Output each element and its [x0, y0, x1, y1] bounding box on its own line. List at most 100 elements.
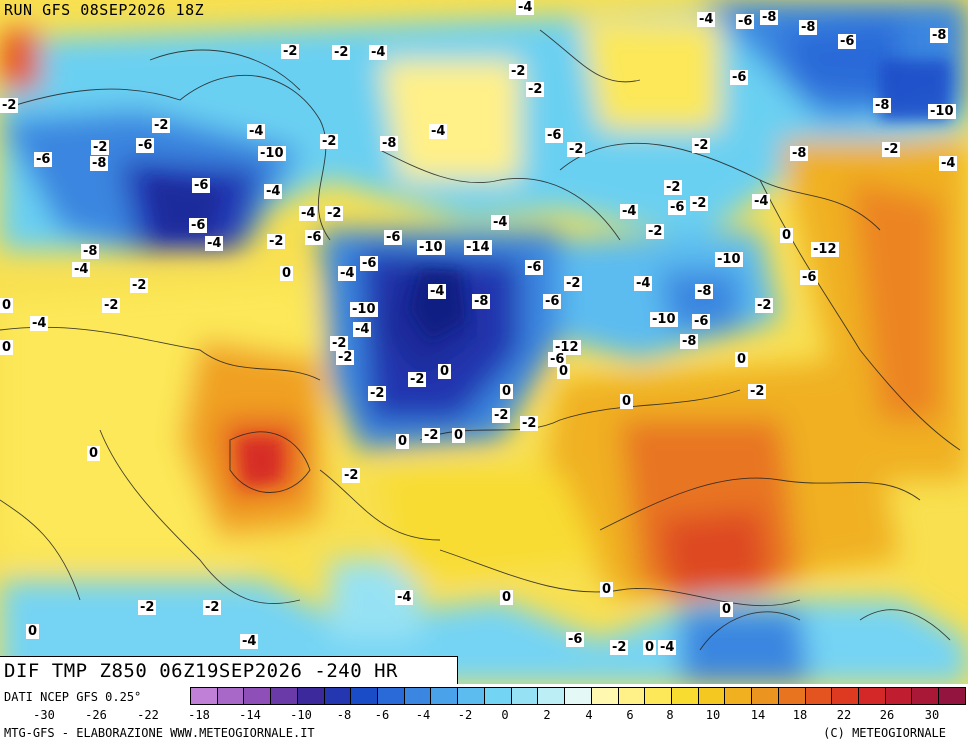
- temperature-anomaly-map[interactable]: -4 -4 -6 -8 -8 -6 -8 -2 -2 -4 -2 -2 -6 -8 -10 -2 -2 -4 -2-…: [0, 0, 968, 684]
- map-title-banner: DIF TMP Z850 06Z19SEP2026 -240 HR: [0, 656, 458, 684]
- color-scale-label: -22: [137, 708, 159, 722]
- isotherm-label: -10: [417, 240, 445, 255]
- isotherm-label: 0: [438, 364, 452, 379]
- isotherm-label: -2: [690, 196, 709, 211]
- isotherm-label: 0: [643, 640, 657, 655]
- isotherm-label: -6: [360, 256, 379, 271]
- map-canvas: [0, 0, 968, 684]
- color-swatch: [832, 688, 859, 704]
- color-swatch: [431, 688, 459, 704]
- isotherm-label: -2: [526, 82, 545, 97]
- color-swatch: [885, 688, 913, 704]
- color-swatch: [858, 688, 886, 704]
- color-swatch: [324, 688, 352, 704]
- color-swatch: [191, 688, 218, 704]
- isotherm-label: 0: [26, 624, 40, 639]
- color-swatch: [511, 688, 539, 704]
- isotherm-label: -2: [755, 298, 774, 313]
- isotherm-label: -6: [838, 34, 857, 49]
- isotherm-label: -6: [384, 230, 403, 245]
- isotherm-label: -2: [422, 428, 441, 443]
- isotherm-label: 0: [280, 266, 294, 281]
- isotherm-label: -2: [267, 234, 286, 249]
- isotherm-label: 0: [500, 384, 514, 399]
- isotherm-label: 0: [452, 428, 466, 443]
- isotherm-label: -4: [338, 266, 357, 281]
- isotherm-label: -4: [264, 184, 283, 199]
- isotherm-label: -4: [72, 262, 91, 277]
- isotherm-label: -8: [472, 294, 491, 309]
- color-scale-label: 26: [879, 708, 895, 722]
- color-scale-label: 22: [836, 708, 852, 722]
- isotherm-label: -4: [491, 215, 510, 230]
- isotherm-label: -4: [697, 12, 716, 27]
- color-scale-bar: [190, 687, 966, 705]
- color-swatch: [351, 688, 379, 704]
- isotherm-label: -6: [566, 632, 585, 647]
- isotherm-label: -4: [247, 124, 266, 139]
- color-scale-label: 10: [705, 708, 721, 722]
- color-scale-label: 14: [750, 708, 766, 722]
- isotherm-label: -2: [610, 640, 629, 655]
- color-swatch: [217, 688, 245, 704]
- color-scale-label: -14: [239, 708, 261, 722]
- isotherm-label: -2: [748, 384, 767, 399]
- isotherm-label: -2: [332, 45, 351, 60]
- color-swatch: [244, 688, 272, 704]
- isotherm-label: -2: [330, 336, 349, 351]
- color-scale-label: 18: [792, 708, 808, 722]
- isotherm-label: 0: [780, 228, 794, 243]
- isotherm-label: -4: [620, 204, 639, 219]
- color-swatch: [778, 688, 806, 704]
- isotherm-label: -2: [368, 386, 387, 401]
- isotherm-label: -6: [525, 260, 544, 275]
- isotherm-label: -10: [350, 302, 378, 317]
- color-swatch: [484, 688, 512, 704]
- color-scale-label: -2: [457, 708, 473, 722]
- isotherm-label: 0: [0, 298, 14, 313]
- color-swatch: [297, 688, 325, 704]
- isotherm-label: -10: [650, 312, 678, 327]
- isotherm-label: -6: [34, 152, 53, 167]
- isotherm-label: -4: [205, 236, 224, 251]
- isotherm-label: -4: [30, 316, 49, 331]
- isotherm-label: 0: [600, 582, 614, 597]
- color-swatch: [404, 688, 432, 704]
- isotherm-label: -4: [752, 194, 771, 209]
- isotherm-label: -2: [567, 142, 586, 157]
- isotherm-label: -2: [325, 206, 344, 221]
- isotherm-label: -8: [799, 20, 818, 35]
- isotherm-label: -4: [369, 45, 388, 60]
- isotherm-label: 0: [720, 602, 734, 617]
- color-swatch: [271, 688, 298, 704]
- isotherm-label: -14: [464, 240, 492, 255]
- color-scale-label: -10: [290, 708, 312, 722]
- credit-right: (C) METEOGIORNALE: [823, 726, 946, 740]
- isotherm-label: -2: [130, 278, 149, 293]
- isotherm-label: -2: [91, 140, 110, 155]
- data-source: DATI NCEP GFS 0.25°: [4, 690, 142, 704]
- isotherm-label: -4: [353, 322, 372, 337]
- isotherm-label: -6: [730, 70, 749, 85]
- legend-footer: DATI NCEP GFS 0.25° -30 -26 -22 -18 -14 -10 -8…: [0, 684, 968, 745]
- isotherm-label: -10: [258, 146, 286, 161]
- color-scale-label: -18: [188, 708, 210, 722]
- color-scale-labels: -30 -26 -22 -18 -14 -10 -8 -6 -4 -2 0 2 4 6 8 10 14 18 22 2…: [33, 708, 966, 722]
- isotherm-label: -8: [873, 98, 892, 113]
- color-scale-label: 4: [585, 708, 593, 722]
- isotherm-label: 0: [0, 340, 14, 355]
- color-swatch: [378, 688, 405, 704]
- isotherm-label: -2: [564, 276, 583, 291]
- color-scale-label: -26: [85, 708, 107, 722]
- isotherm-label: 0: [557, 364, 571, 379]
- isotherm-label: -6: [800, 270, 819, 285]
- isotherm-label: -4: [939, 156, 958, 171]
- color-scale-label: 8: [666, 708, 674, 722]
- isotherm-label: -2: [138, 600, 157, 615]
- color-swatch: [805, 688, 833, 704]
- isotherm-label: -6: [736, 14, 755, 29]
- isotherm-label: -8: [90, 156, 109, 171]
- color-scale-label: -6: [374, 708, 390, 722]
- color-swatch: [591, 688, 619, 704]
- isotherm-label: -6: [136, 138, 155, 153]
